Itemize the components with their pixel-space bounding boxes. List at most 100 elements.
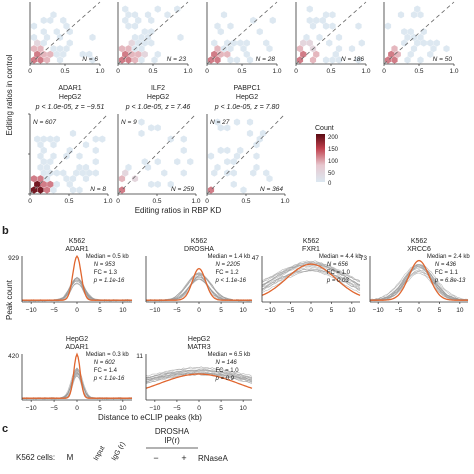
hexbin-cell <box>322 56 330 64</box>
x-tick-label: 0 <box>382 68 386 75</box>
observed-curve <box>261 263 361 296</box>
x-tick-label: 10 <box>119 405 127 412</box>
panel-a-xlabel: Editing ratios in RBP KD <box>135 206 222 215</box>
x-tick-label: 5 <box>438 307 442 314</box>
null-curve <box>21 282 133 302</box>
hexbin-cell <box>313 16 320 24</box>
hexbin-cell <box>69 129 77 137</box>
observed-curve <box>22 255 132 301</box>
hexbin-cell <box>214 45 221 53</box>
panel-stats: p < 1.0e-05, z = −9.51 <box>35 104 105 111</box>
hexbin-cell <box>131 22 139 30</box>
hexbin-cell <box>207 152 215 160</box>
hexbin-cell <box>50 141 57 149</box>
hexbin-cell <box>430 45 437 53</box>
hexbin-cell <box>253 141 260 149</box>
hexbin-cell <box>250 169 257 177</box>
hexbin-cell <box>227 45 234 53</box>
panel-c-label: c <box>2 423 8 435</box>
drosha-label: DROSHA <box>155 427 190 436</box>
hexbin-cell <box>47 16 54 24</box>
hexbin-cell <box>34 180 41 188</box>
hexbin-cell <box>322 11 330 19</box>
hexbin-cell <box>309 56 317 64</box>
rnase-label: RNaseA <box>198 454 228 463</box>
null-curve <box>21 280 133 302</box>
x-tick-label: 10 <box>348 307 356 314</box>
hexbin-cell <box>125 56 132 64</box>
hexbin-cell <box>37 45 44 53</box>
panel-stats: p < 1.0e-05, z = 7.46 <box>125 104 191 111</box>
hexbin-cell <box>76 186 83 194</box>
hexbin-cell <box>66 39 73 47</box>
n-lower-label: N = 259 <box>171 186 194 193</box>
null-curve <box>261 265 361 286</box>
hexbin-cell <box>417 56 424 64</box>
x-tick-label: 5 <box>98 307 102 314</box>
lane-input: Input <box>93 445 107 462</box>
stat-n: N = 146 <box>215 360 237 366</box>
hexbin-cell <box>230 180 237 188</box>
hexbin-cell <box>138 56 145 64</box>
hexbin-cell <box>246 56 254 64</box>
count-legend: Count 200 150 100 50 0 <box>315 125 339 187</box>
hexbin-cell <box>174 158 181 166</box>
hexbin-cell <box>407 28 414 36</box>
hexbin-cell <box>154 5 161 13</box>
x-tick-label: 10 <box>240 307 248 314</box>
null-curve <box>261 266 361 291</box>
hexbin-cell <box>43 175 51 183</box>
hexbin-cell <box>138 45 145 53</box>
hexbin-cell <box>138 33 145 41</box>
null-curve <box>21 282 133 302</box>
hexbin-cell <box>122 50 129 58</box>
hexbin-cell <box>131 33 139 41</box>
x-tick-label: 0 <box>197 405 201 412</box>
hexbin-cell <box>253 152 260 160</box>
hexbin-cell <box>263 39 270 47</box>
hexbin-cell <box>332 50 339 58</box>
hexbin-cell <box>401 28 408 36</box>
legend-tick: 150 <box>328 147 339 153</box>
stat-p: p = 0.9 <box>214 376 234 382</box>
x-tick-label: 1.0 <box>191 198 200 205</box>
x-tick-label: 1.0 <box>280 198 289 205</box>
rnase-plus: + <box>181 453 186 463</box>
legend-tick: 50 <box>328 171 335 177</box>
observed-curve <box>146 267 252 301</box>
hexbin-cell <box>296 45 304 53</box>
hexbin-cell <box>246 118 254 126</box>
hexbin-cell <box>40 16 47 24</box>
hexbin-cell <box>135 50 142 58</box>
hexbin-cell <box>131 56 139 64</box>
x-tick-label: 0.5 <box>60 68 69 75</box>
x-tick-label: 0 <box>75 307 79 314</box>
hexbin-cell <box>92 135 99 143</box>
stat-fc: FC = 1.3 <box>94 270 118 276</box>
hexbin-cell <box>53 28 60 36</box>
panel-title-cell: HepG2 <box>147 94 169 101</box>
hexbin-cell <box>309 22 317 30</box>
x-tick-label: 5 <box>219 405 223 412</box>
hexbin-cell <box>417 33 424 41</box>
hexbin-cell <box>250 16 257 24</box>
hexbin-cell <box>355 56 362 64</box>
null-curve <box>146 369 253 383</box>
hexbin-cell <box>224 50 231 58</box>
stat-p: p < 1.1e-16 <box>93 376 125 382</box>
x-tick-label: 0 <box>309 307 313 314</box>
stat-n: N = 436 <box>435 262 457 268</box>
panel-rbp: ADAR1 <box>65 246 88 253</box>
hexbin-cell <box>230 169 237 177</box>
hexbin-cell <box>335 33 343 41</box>
hexbin-cell <box>37 56 44 64</box>
hexbin-cell <box>187 158 194 166</box>
hexbin-cell <box>60 50 67 58</box>
hexbin-cell <box>263 169 270 177</box>
hexbin-cell <box>92 158 99 166</box>
stat-p: p < 1.1e-16 <box>214 278 246 284</box>
hexbin-cell <box>306 16 313 24</box>
hexbin-cell <box>30 22 38 30</box>
hexbin-cell <box>410 11 418 19</box>
